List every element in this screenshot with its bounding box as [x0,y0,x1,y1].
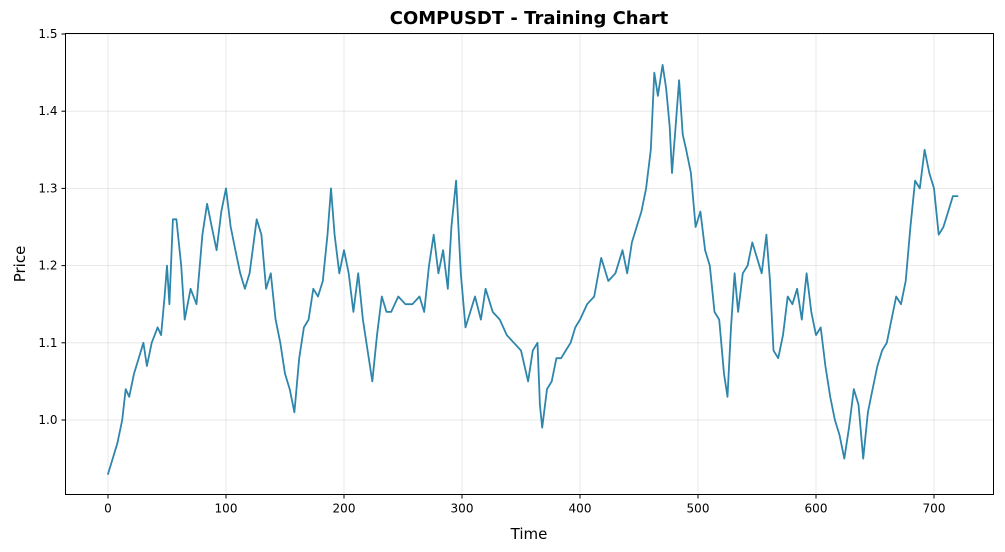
x-axis-label: Time [510,525,548,543]
x-tick-label: 200 [333,502,356,516]
x-tick-label: 600 [805,502,828,516]
x-tick-label: 500 [687,502,710,516]
y-axis-label: Price [11,246,29,283]
y-tick-label: 1.2 [38,259,57,273]
y-tick-label: 1.1 [38,336,57,350]
x-tick-label: 300 [451,502,474,516]
y-tick-label: 1.3 [38,181,57,195]
series-layer [107,64,959,475]
x-tick-label: 400 [569,502,592,516]
x-tick-label: 100 [215,502,238,516]
chart-title: COMPUSDT - Training Chart [390,8,669,29]
tick-layer: 0 100 200 300 400 500 600 700 1.0 1.1 1.2 1.3 1.4 1.5 [38,27,945,516]
series-line-compusdt [107,64,959,475]
plot-area-frame [65,33,994,495]
y-tick-label: 1.4 [38,104,57,118]
x-tick-label: 0 [104,502,112,516]
y-tick-label: 1.5 [38,27,57,41]
y-tick-label: 1.0 [38,413,57,427]
x-tick-label: 700 [923,502,946,516]
